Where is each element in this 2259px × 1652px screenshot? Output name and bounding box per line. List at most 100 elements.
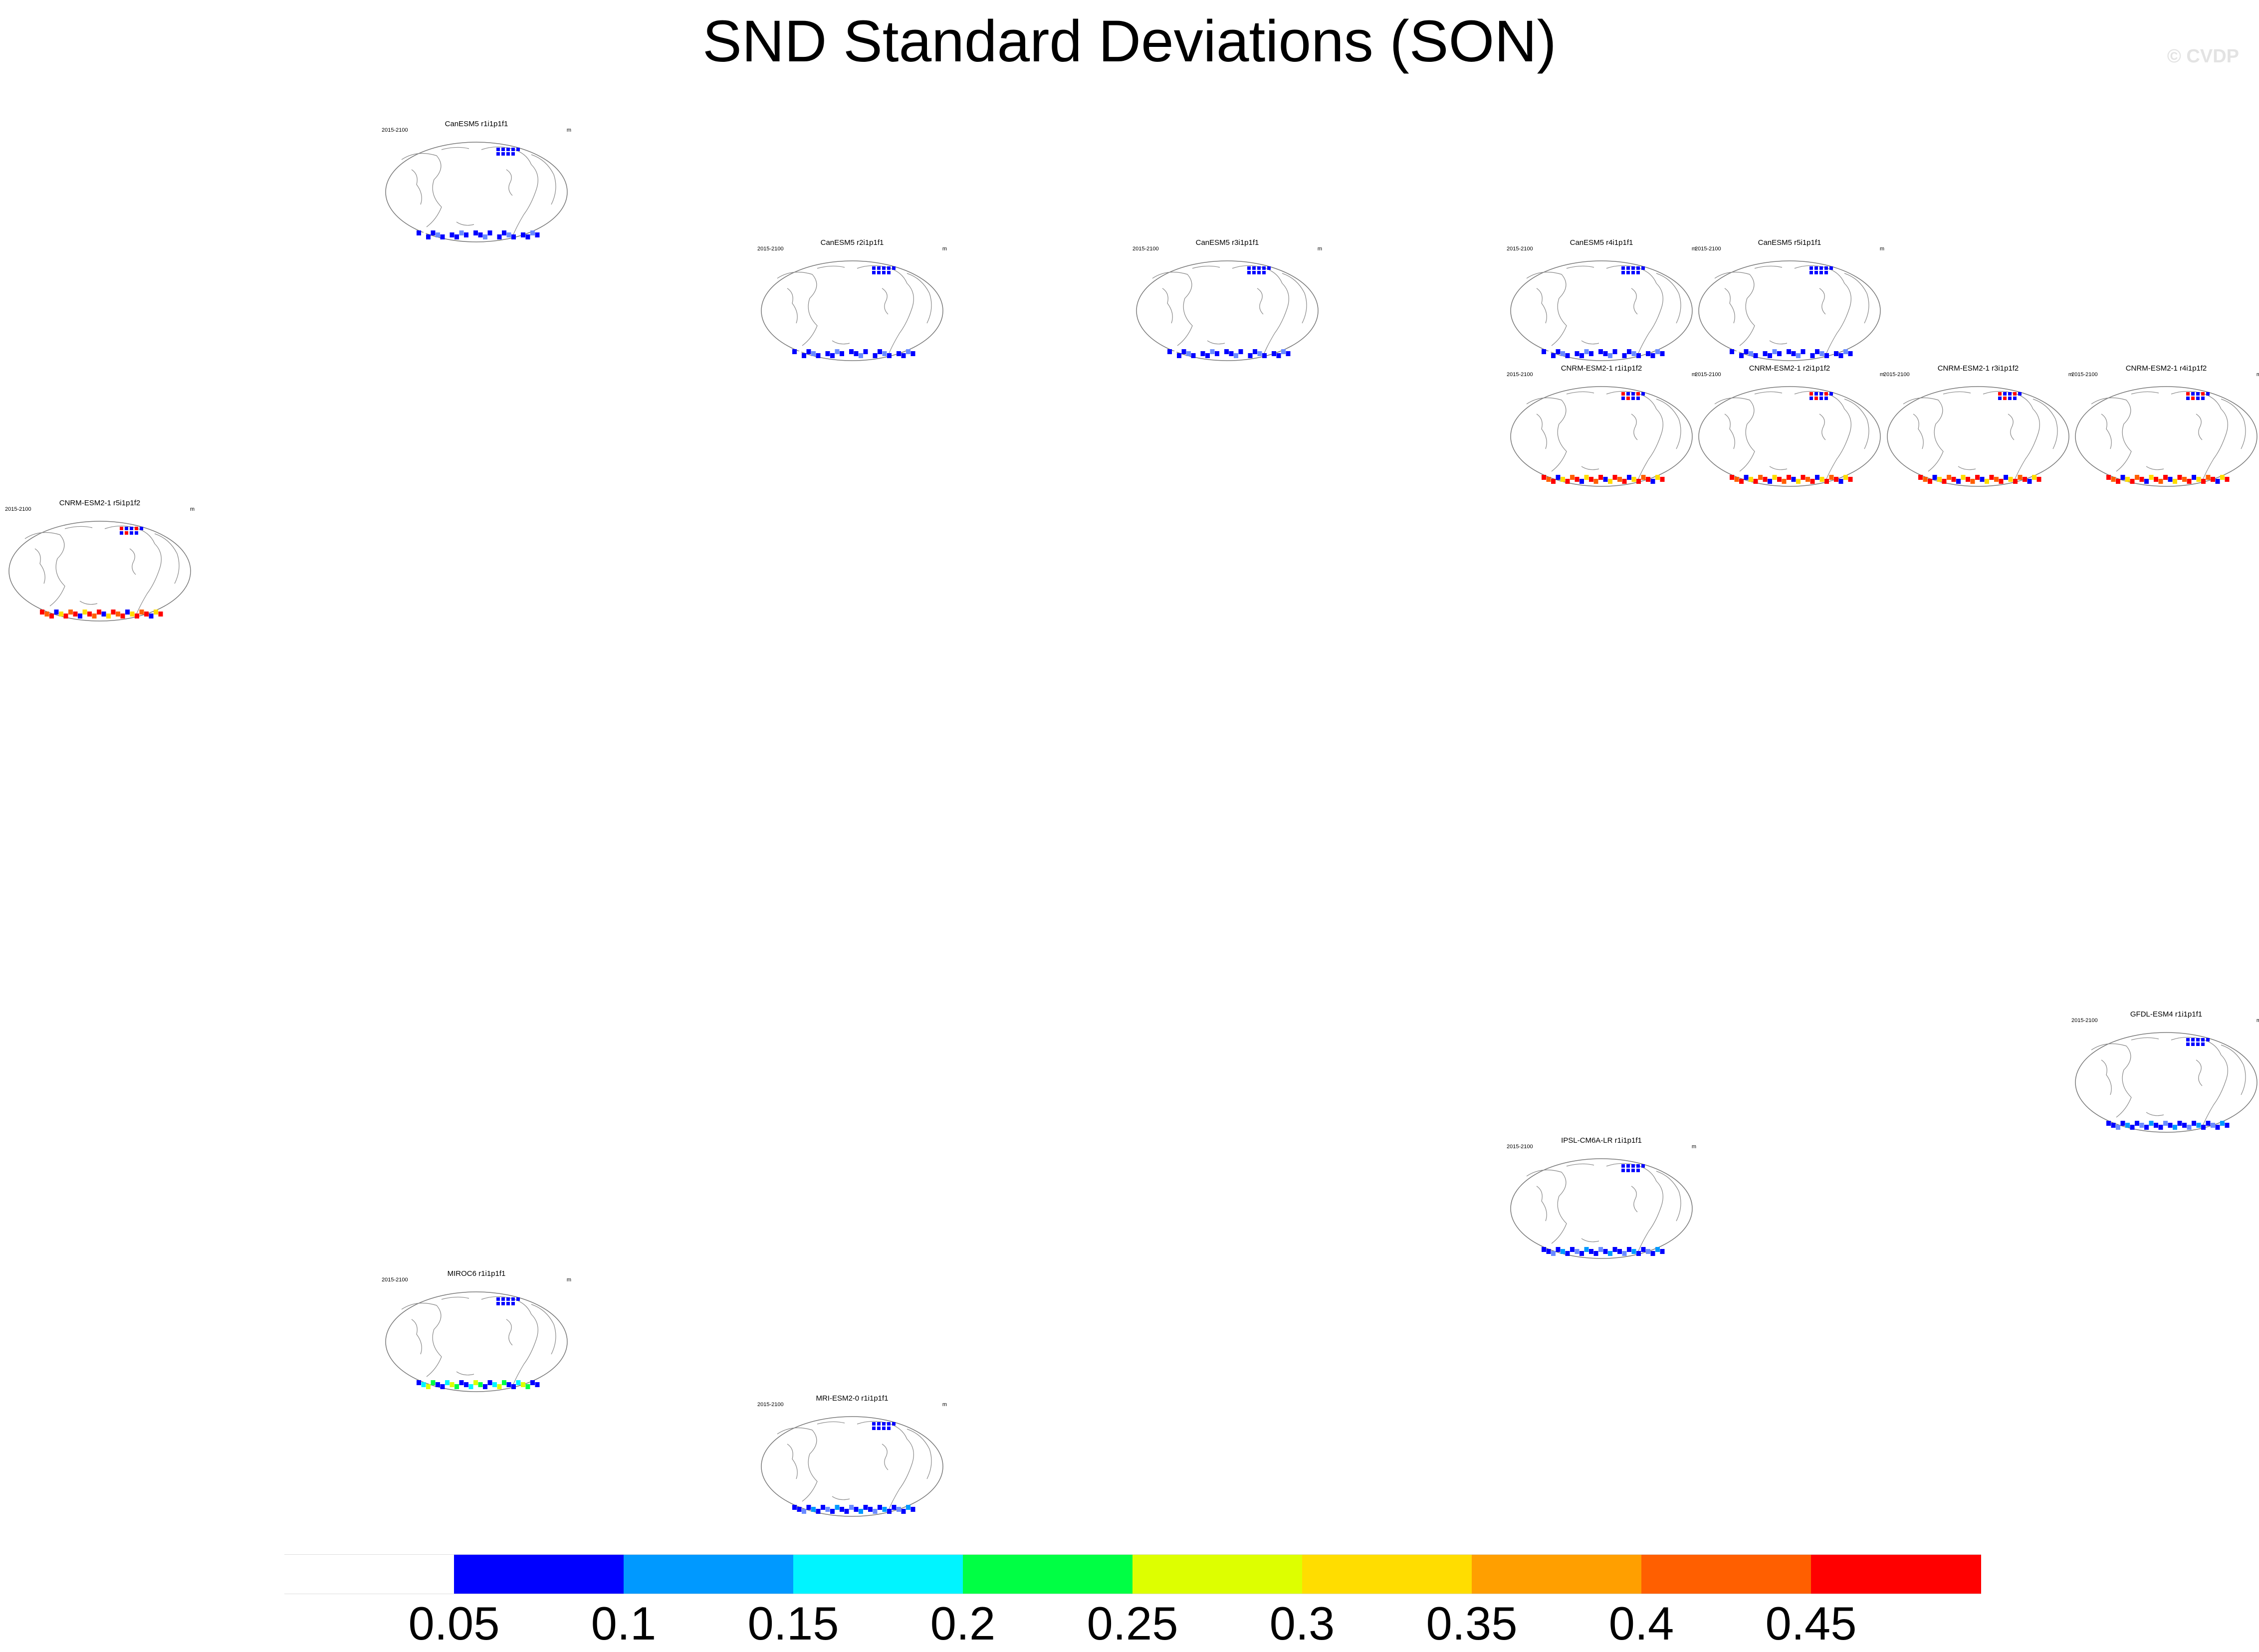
snow-cell bbox=[1561, 351, 1565, 356]
snow-cell bbox=[1621, 266, 1625, 270]
snow-cell bbox=[1172, 351, 1177, 356]
snow-cell bbox=[844, 353, 849, 358]
snow-cell bbox=[497, 1384, 502, 1389]
snow-cell bbox=[1575, 1249, 1580, 1254]
snow-cell bbox=[2186, 1042, 2190, 1046]
snow-cell bbox=[521, 1382, 525, 1387]
snow-cell bbox=[436, 232, 440, 237]
coastline bbox=[817, 265, 845, 269]
coastline bbox=[787, 288, 798, 324]
snow-cell bbox=[483, 234, 487, 239]
snow-cell bbox=[1650, 479, 1655, 484]
snow-cell bbox=[120, 614, 125, 619]
snow-cell bbox=[1631, 351, 1636, 356]
snow-cell bbox=[431, 1380, 436, 1385]
panel-title: CNRM-ESM2-1 r3i1p1f2 bbox=[1937, 364, 2019, 373]
snow-cell bbox=[892, 1422, 896, 1426]
snow-cell bbox=[1626, 397, 1630, 400]
snow-cell bbox=[440, 234, 445, 239]
snow-cell bbox=[825, 1507, 830, 1512]
snow-cell bbox=[1814, 392, 1818, 396]
coastline bbox=[1844, 399, 1869, 449]
snow-cell bbox=[821, 1505, 825, 1510]
snow-cell bbox=[2120, 475, 2125, 480]
snow-cell bbox=[1622, 479, 1627, 484]
panel-period: 2015-2100 bbox=[1132, 246, 1159, 252]
colorbar-segment bbox=[793, 1554, 963, 1594]
coastline bbox=[1656, 399, 1681, 449]
snow-cell bbox=[140, 527, 143, 530]
snow-cell bbox=[1636, 397, 1640, 400]
snow-cell bbox=[421, 1382, 426, 1387]
globe-outline bbox=[2075, 1032, 2258, 1133]
coastline bbox=[1631, 413, 1638, 440]
snow-cell bbox=[1186, 351, 1191, 356]
snow-cell bbox=[1257, 271, 1261, 274]
snow-cell bbox=[840, 351, 844, 356]
snow-cell bbox=[806, 349, 811, 354]
snow-cell bbox=[1546, 351, 1551, 356]
colorbar-segment bbox=[963, 1554, 1133, 1594]
snow-cell bbox=[1801, 475, 1806, 480]
snow-cell bbox=[1253, 349, 1257, 354]
snow-cell bbox=[892, 1505, 897, 1510]
coastline bbox=[1257, 288, 1264, 315]
snow-cell bbox=[1621, 271, 1625, 274]
snow-cell bbox=[501, 148, 505, 151]
colorbar-tick-label: 0.2 bbox=[930, 1597, 996, 1650]
snow-cell bbox=[877, 1427, 881, 1430]
snow-cell bbox=[1589, 1249, 1593, 1254]
snow-cell bbox=[436, 1382, 440, 1387]
snow-cell bbox=[506, 1382, 511, 1387]
snow-cell bbox=[502, 230, 506, 235]
map-panel: CNRM-ESM2-1 r3i1p1f2 2015-2100 m bbox=[1883, 364, 2073, 489]
snow-cell bbox=[426, 1384, 431, 1389]
snow-cell bbox=[1593, 479, 1598, 484]
snow-cell bbox=[135, 531, 138, 535]
snow-cell bbox=[1824, 353, 1829, 358]
coastline bbox=[777, 1427, 818, 1502]
snow-cell bbox=[1824, 397, 1828, 400]
coastline bbox=[832, 1496, 850, 1500]
snow-cell bbox=[496, 148, 500, 151]
snow-cell bbox=[816, 1509, 821, 1514]
snow-cell bbox=[806, 1505, 811, 1510]
snow-cell bbox=[1631, 271, 1635, 274]
coastline bbox=[506, 169, 513, 196]
coastline bbox=[1724, 413, 1735, 449]
snow-cell bbox=[2182, 477, 2187, 482]
snow-cell bbox=[97, 610, 101, 615]
snow-cell bbox=[2187, 1125, 2192, 1130]
snow-cell bbox=[130, 527, 133, 530]
snow-cell bbox=[1621, 1169, 1625, 1172]
snow-cell bbox=[1753, 479, 1758, 484]
snow-cell bbox=[2196, 477, 2201, 482]
snow-cell bbox=[2013, 392, 2017, 396]
snow-cell bbox=[1848, 351, 1853, 356]
snow-cell bbox=[1617, 351, 1622, 356]
coastline bbox=[1903, 397, 1944, 472]
snow-cell bbox=[1636, 271, 1640, 274]
snow-cell bbox=[68, 610, 73, 615]
snow-cell bbox=[872, 1422, 876, 1426]
panel-units: m bbox=[566, 1277, 571, 1283]
snow-cell bbox=[1252, 271, 1256, 274]
snow-cell bbox=[2201, 1042, 2205, 1046]
coastline bbox=[401, 153, 442, 227]
snow-cell bbox=[2154, 477, 2158, 482]
snow-cell bbox=[840, 1507, 844, 1512]
snow-cell bbox=[459, 230, 464, 235]
snow-cell bbox=[1546, 1249, 1551, 1254]
snow-cell bbox=[910, 351, 915, 356]
snow-cell bbox=[1980, 477, 1985, 482]
snow-cell bbox=[2018, 392, 2022, 396]
globe-map bbox=[761, 1416, 943, 1517]
snow-cell bbox=[1631, 392, 1635, 396]
snow-cell bbox=[1641, 266, 1645, 270]
snow-cell bbox=[830, 1509, 835, 1514]
globe-outline bbox=[1698, 260, 1881, 361]
snow-cell bbox=[1809, 392, 1813, 396]
snow-cell bbox=[2196, 392, 2200, 396]
snow-cell bbox=[521, 232, 525, 237]
coastline bbox=[1656, 1171, 1681, 1222]
